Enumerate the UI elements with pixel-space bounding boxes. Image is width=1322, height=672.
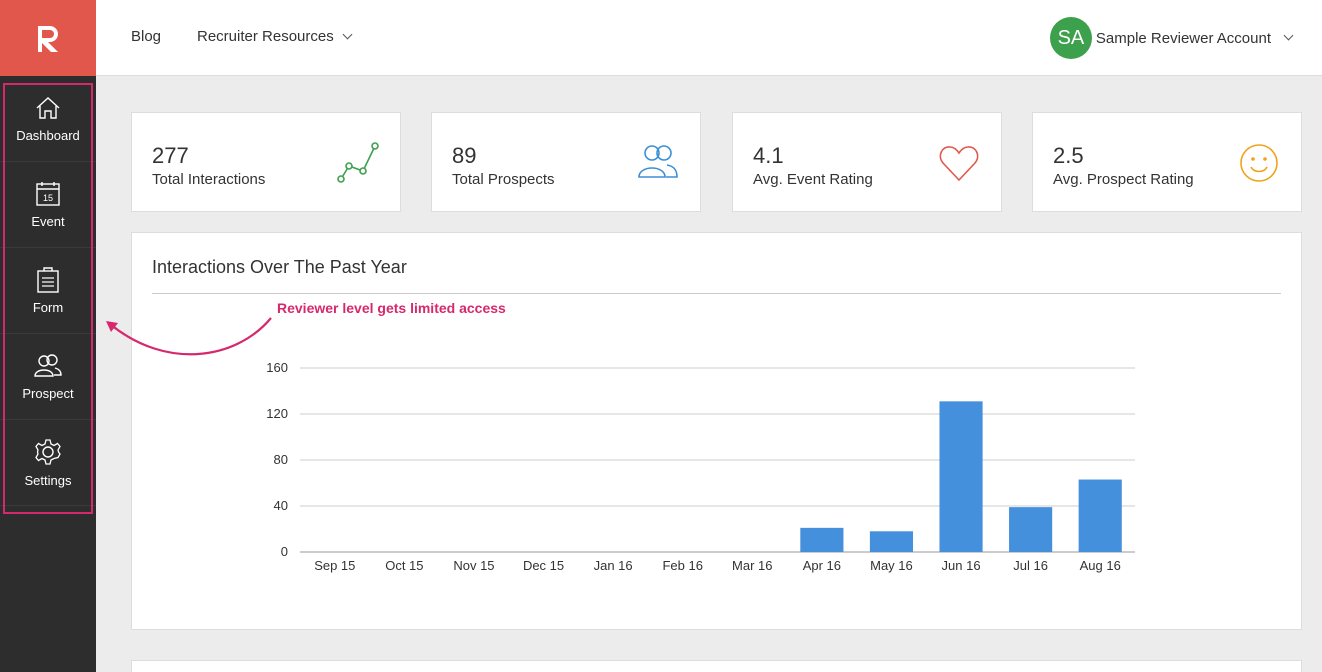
- stat-card-total-interactions: 277 Total Interactions: [131, 112, 401, 212]
- gear-icon: [35, 439, 61, 465]
- annotation-arrow-icon: [106, 317, 272, 356]
- blog-link[interactable]: Blog: [131, 28, 161, 45]
- chart-bar[interactable]: [1078, 479, 1122, 552]
- sidebar-item-label: Prospect: [22, 386, 74, 401]
- clipboard-icon: [37, 267, 59, 293]
- x-tick-label: Mar 16: [732, 558, 772, 573]
- sidebar-item-dashboard[interactable]: Dashboard: [0, 76, 96, 162]
- x-tick-label: May 16: [870, 558, 913, 573]
- x-tick-label: Apr 16: [803, 558, 841, 573]
- sidebar-item-settings[interactable]: Settings: [0, 420, 96, 506]
- y-tick-label: 80: [274, 452, 288, 467]
- sidebar-item-prospect[interactable]: Prospect: [0, 334, 96, 420]
- chart-bar[interactable]: [1009, 507, 1053, 552]
- chevron-down-icon: [1283, 30, 1294, 41]
- y-tick-label: 160: [266, 360, 288, 375]
- y-tick-label: 120: [266, 406, 288, 421]
- chart-bar[interactable]: [939, 401, 983, 552]
- heart-icon: [939, 146, 979, 182]
- x-tick-label: Jul 16: [1013, 558, 1048, 573]
- chevron-down-icon: [342, 29, 353, 39]
- avatar-initials: SA: [1057, 26, 1085, 49]
- x-tick-label: Aug 16: [1080, 558, 1121, 573]
- chart-title: Interactions Over The Past Year: [152, 257, 407, 277]
- logo-icon: [38, 26, 58, 52]
- stat-label: Avg. Prospect Rating: [1053, 171, 1194, 188]
- stat-value: 277: [152, 143, 189, 168]
- account-menu[interactable]: SA Sample Reviewer Account: [1049, 17, 1294, 59]
- secondary-card: [131, 660, 1302, 672]
- x-tick-label: Dec 15: [523, 558, 564, 573]
- calendar-icon-day: 15: [43, 193, 53, 203]
- stat-label: Avg. Event Rating: [753, 171, 873, 188]
- top-navbar: Blog Recruiter Resources SA Sample Revie…: [96, 0, 1322, 76]
- stat-label: Total Prospects: [452, 171, 555, 188]
- sidebar-item-form[interactable]: Form: [0, 248, 96, 334]
- sidebar-item-label: Form: [32, 300, 64, 315]
- x-tick-label: Sep 15: [314, 558, 355, 573]
- calendar-icon: 15: [36, 182, 60, 206]
- stat-card-avg-event-rating: 4.1 Avg. Event Rating: [732, 112, 1002, 212]
- stat-card-avg-prospect-rating: 2.5 Avg. Prospect Rating: [1032, 112, 1302, 212]
- x-tick-label: Jun 16: [942, 558, 981, 573]
- sidebar-nav: Dashboard 15 Event Form: [0, 76, 96, 506]
- x-tick-label: Nov 15: [453, 558, 494, 573]
- chart-bar[interactable]: [800, 527, 844, 552]
- recruiter-resources-dropdown[interactable]: Recruiter Resources: [197, 28, 353, 45]
- brand-logo[interactable]: [0, 0, 96, 76]
- recruiter-resources-label: Recruiter Resources: [197, 28, 334, 45]
- sidebar-item-event[interactable]: 15 Event: [0, 162, 96, 248]
- avatar: SA: [1049, 17, 1092, 59]
- sidebar-item-label: Event: [31, 214, 65, 229]
- sidebar-item-label: Dashboard: [16, 128, 80, 143]
- people-icon: [638, 145, 678, 178]
- stat-value: 4.1: [753, 143, 784, 168]
- y-tick-label: 40: [274, 498, 288, 513]
- stat-value: 2.5: [1053, 143, 1084, 168]
- account-name: Sample Reviewer Account: [1095, 29, 1271, 47]
- annotation-text: Reviewer level gets limited access: [277, 300, 506, 316]
- stat-value: 89: [452, 143, 477, 168]
- bar-chart: 0 40 80 120 160 Sep 15 Oct 15 Nov 15 Dec 15 Jan 1…: [266, 360, 1135, 573]
- home-icon: [36, 97, 60, 119]
- divider: [152, 293, 1281, 294]
- y-tick-label: 0: [281, 544, 288, 559]
- people-icon: [34, 354, 62, 377]
- blog-link-label: Blog: [131, 28, 162, 45]
- stat-card-total-prospects: 89 Total Prospects: [431, 112, 701, 212]
- smiley-icon: [1240, 144, 1278, 182]
- stat-label: Total Interactions: [152, 171, 266, 188]
- interactions-chart-card: Interactions Over The Past Year 0 40 80 120…: [131, 232, 1302, 630]
- x-tick-label: Oct 15: [385, 558, 423, 573]
- sidebar-item-label: Settings: [24, 473, 72, 488]
- sidebar: Dashboard 15 Event Form: [0, 0, 96, 672]
- x-tick-label: Jan 16: [594, 558, 633, 573]
- x-tick-label: Feb 16: [662, 558, 702, 573]
- chart-bar[interactable]: [869, 531, 914, 552]
- trend-line-icon: [337, 142, 379, 183]
